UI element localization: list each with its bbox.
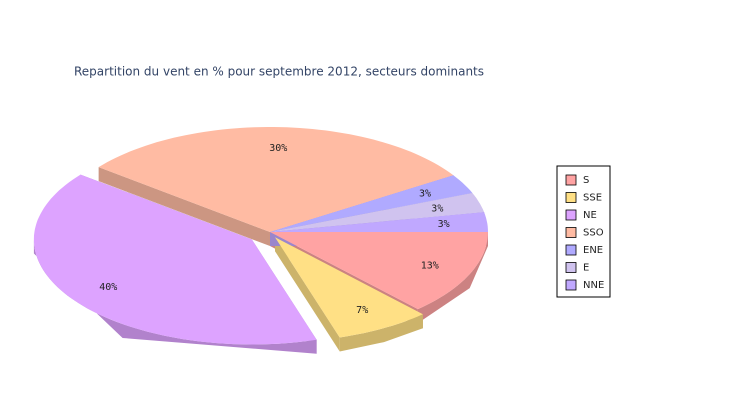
slice — [98, 127, 454, 232]
legend-swatch — [565, 262, 577, 273]
legend-label: SSO — [583, 228, 604, 239]
legend-swatch — [565, 174, 577, 186]
data-label: 13% — [421, 261, 439, 272]
slice — [270, 193, 485, 232]
data-label: 3% — [431, 203, 443, 214]
legend-label: E — [583, 263, 589, 274]
legend-swatch — [565, 227, 577, 238]
legend-label: NE — [583, 210, 597, 221]
legend-swatch — [565, 279, 577, 291]
data-label: 7% — [356, 305, 368, 316]
slice — [270, 232, 488, 310]
legend-swatch — [565, 209, 577, 221]
legend-label: S — [583, 175, 589, 186]
data-label: 30% — [269, 143, 287, 154]
legend-swatch — [565, 244, 577, 256]
slice — [270, 212, 488, 232]
data-label: 3% — [419, 189, 431, 200]
data-label: 3% — [438, 219, 450, 230]
slice-side — [275, 237, 340, 352]
slice-side — [98, 167, 270, 246]
legend-swatch — [565, 192, 577, 203]
slice-wall — [417, 232, 488, 324]
legend-label: NNE — [583, 280, 604, 291]
slice — [275, 237, 423, 338]
legend-label: SSE — [583, 193, 602, 204]
chart-title: Repartition du vent en % pour septembre … — [74, 65, 484, 79]
legend-label: ENE — [583, 245, 603, 256]
slice — [270, 175, 473, 232]
slice-wall — [339, 314, 423, 352]
data-label: 40% — [99, 282, 117, 293]
tops — [33, 127, 488, 345]
slice — [33, 174, 317, 345]
